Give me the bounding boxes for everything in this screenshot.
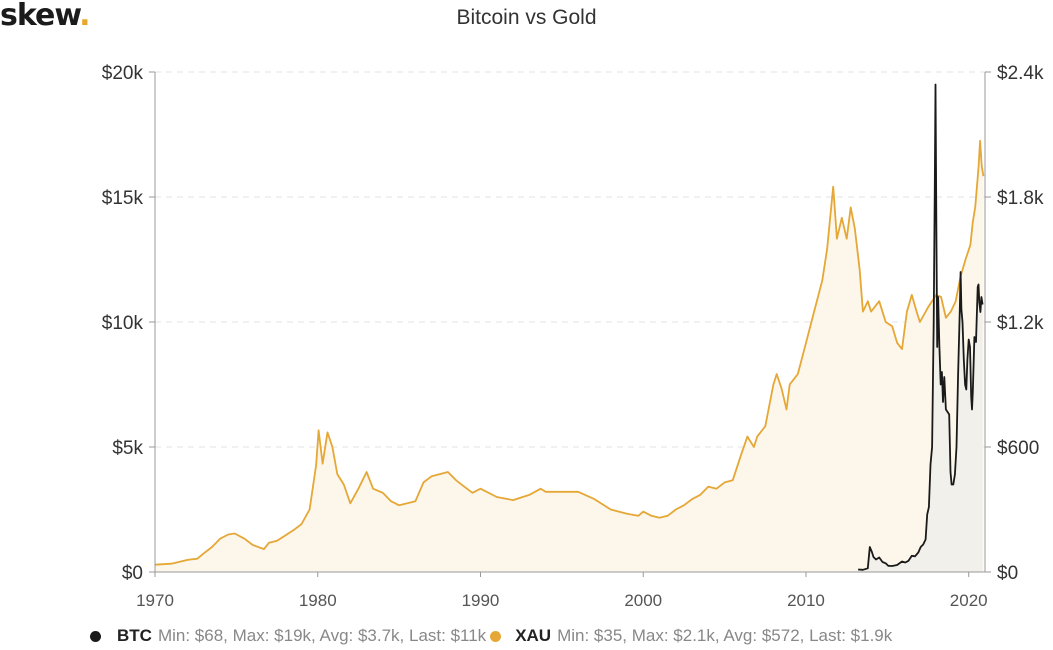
legend-stats-xau: Min: $35, Max: $2.1k, Avg: $572, Last: $…	[557, 626, 893, 645]
x-tick-label: 1980	[299, 591, 337, 610]
legend-stats-btc: Min: $68, Max: $19k, Avg: $3.7k, Last: $…	[157, 626, 487, 645]
logo-dot: .	[79, 0, 90, 33]
y-right-tick-label: $1.2k	[997, 313, 1044, 334]
x-tick-label: 2010	[787, 591, 825, 610]
x-tick-label: 2020	[950, 591, 988, 610]
legend-item-xau[interactable]: XAU Min: $35, Max: $2.1k, Avg: $572, Las…	[486, 626, 892, 646]
legend-name-btc: BTC	[117, 626, 152, 645]
series-area-btc	[858, 84, 983, 572]
y-left-tick-label: $15k	[102, 188, 144, 209]
y-right-tick-label: $0	[997, 563, 1018, 584]
legend-item-btc[interactable]: BTC Min: $68, Max: $19k, Avg: $3.7k, Las…	[90, 626, 486, 646]
y-right-tick-label: $2.4k	[997, 63, 1044, 84]
y-left-tick-label: $0	[122, 563, 143, 584]
logo-text: skew	[0, 0, 80, 33]
legend-name-xau: XAU	[515, 626, 552, 645]
y-left-tick-label: $5k	[112, 438, 143, 459]
y-right-tick-label: $600	[997, 438, 1039, 459]
chart-title: Bitcoin vs Gold	[456, 6, 597, 29]
y-right-tick-label: $1.8k	[997, 188, 1044, 209]
y-left-tick-label: $10k	[102, 313, 144, 334]
skew-logo: skew.	[0, 0, 91, 33]
legend-dot-xau	[490, 630, 502, 642]
x-tick-label: 2000	[624, 591, 662, 610]
chart-legend: BTC Min: $68, Max: $19k, Avg: $3.7k, Las…	[90, 626, 892, 646]
series-line-xau	[154, 139, 985, 566]
x-tick-label: 1990	[462, 591, 500, 610]
series-area-xau	[155, 140, 984, 573]
legend-dot-btc	[90, 630, 101, 642]
x-tick-label: 1970	[136, 591, 174, 610]
series-line-btc	[858, 83, 984, 571]
y-left-tick-label: $20k	[102, 63, 144, 84]
